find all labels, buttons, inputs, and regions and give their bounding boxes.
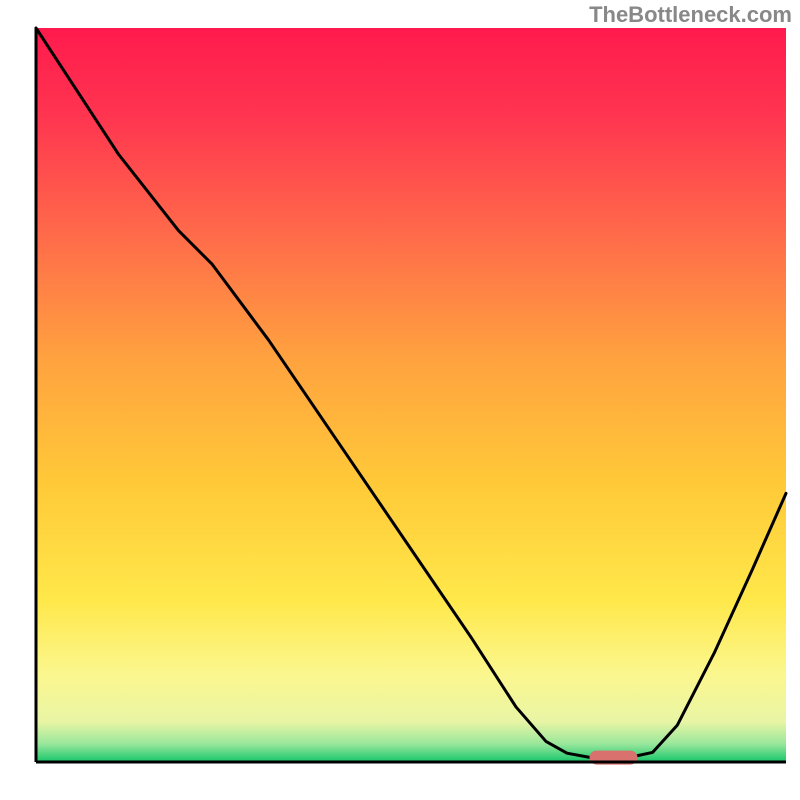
chart-container: TheBottleneck.com <box>0 0 800 800</box>
watermark-text: TheBottleneck.com <box>589 2 792 28</box>
bottleneck-chart <box>0 0 800 800</box>
gradient-background <box>36 28 786 762</box>
